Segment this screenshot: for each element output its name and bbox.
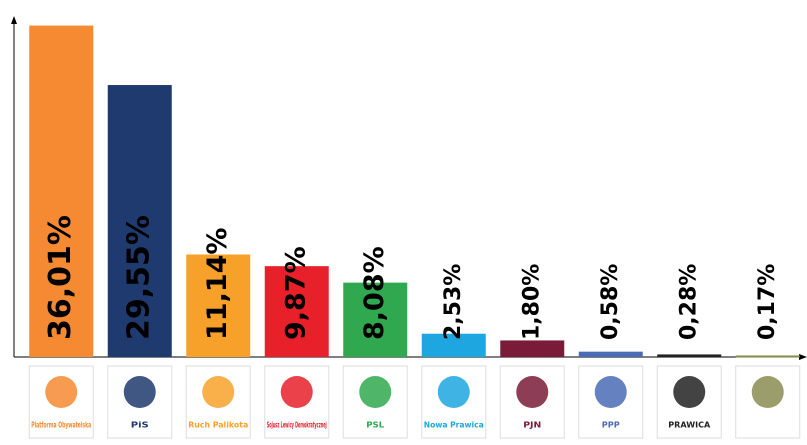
logo-emblem	[751, 376, 784, 408]
value-label: 11,14%	[202, 228, 233, 340]
logo-emblem	[280, 376, 313, 408]
logo-text: Platforma Obywatelska	[31, 421, 91, 430]
logo-text: PiS	[131, 421, 149, 430]
bar	[578, 351, 643, 357]
party-logo	[735, 365, 801, 439]
logo-emblem	[202, 376, 235, 408]
bar	[186, 254, 251, 357]
bar	[735, 355, 800, 358]
value-label: 0,58%	[598, 264, 623, 340]
party-logo: Nowa Prawica	[421, 365, 487, 439]
party-logo: PRAWICA	[656, 365, 722, 439]
logo-text: PPP	[602, 421, 620, 430]
party-logo: PiS	[107, 365, 173, 439]
value-label: 8,08%	[359, 246, 390, 340]
value-label: 36,01%	[43, 215, 78, 340]
value-label: 1,80%	[519, 264, 544, 340]
logo-emblem	[437, 376, 470, 408]
bar	[343, 282, 408, 357]
bar	[107, 85, 172, 358]
party-logo: Sojusz Lewicy Demokratycznej	[264, 365, 330, 439]
value-label: 29,55%	[121, 215, 156, 340]
logo-emblem	[516, 376, 549, 408]
value-label: 0,28%	[676, 264, 701, 340]
bar	[657, 354, 722, 357]
logo-emblem	[594, 376, 627, 408]
bar	[29, 25, 94, 357]
logo-text: PSL	[366, 421, 384, 430]
logo-text: PJN	[523, 421, 541, 430]
logo-text: Sojusz Lewicy Demokratycznej	[267, 421, 327, 430]
party-logo: PJN	[499, 365, 565, 439]
value-label: 0,17%	[755, 264, 780, 340]
logo-text: Ruch Palikota	[188, 421, 248, 430]
x-axis-arrow	[799, 354, 807, 360]
party-logo: PPP	[578, 365, 644, 439]
logo-emblem	[359, 376, 392, 408]
party-logo: Platforma Obywatelska	[28, 365, 94, 439]
logo-emblem	[123, 376, 156, 408]
logo-text: PRAWICA	[668, 421, 711, 430]
bar	[500, 340, 565, 357]
party-logo: Ruch Palikota	[185, 365, 251, 439]
bar	[421, 333, 486, 357]
bar	[264, 266, 329, 357]
logo-emblem	[45, 376, 78, 408]
logo-text: Nowa Prawica	[424, 421, 484, 430]
value-label: 2,53%	[441, 264, 466, 340]
logo-emblem	[673, 376, 706, 408]
y-axis-arrow	[11, 16, 17, 24]
value-label: 9,87%	[280, 246, 311, 340]
party-logo: PSL	[342, 365, 408, 439]
